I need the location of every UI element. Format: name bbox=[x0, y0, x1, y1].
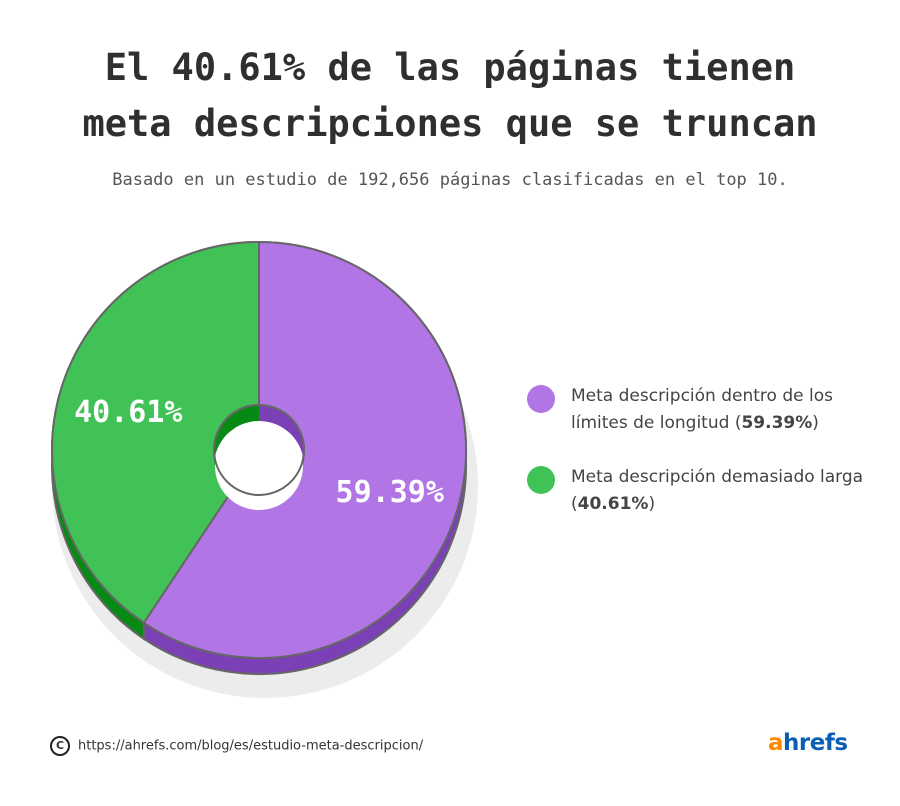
chart-title-line-1: El 40.61% de las páginas tienen bbox=[104, 46, 796, 89]
data-labels: 59.39% 40.61% bbox=[74, 395, 444, 510]
legend: Meta descripción dentro de los límites d… bbox=[527, 383, 867, 545]
donut-hole-outline bbox=[213, 404, 305, 496]
legend-swatch-within-limits bbox=[527, 385, 555, 413]
chart-title: El 40.61% de las páginas tienen meta des… bbox=[0, 40, 900, 152]
legend-value-within-limits: 59.39% bbox=[741, 413, 813, 433]
chart-title-line-2: meta descripciones que se truncan bbox=[82, 102, 818, 145]
logo-letters-hrefs: hrefs bbox=[783, 730, 848, 756]
legend-text-too-long: Meta descripción demasiado larga bbox=[571, 467, 864, 487]
data-label-too-long: 40.61% bbox=[74, 395, 182, 430]
data-label-within-limits: 59.39% bbox=[336, 475, 444, 510]
chart-subtitle: Basado en un estudio de 192,656 páginas … bbox=[112, 170, 788, 190]
donut-hole bbox=[213, 404, 305, 510]
donut-hole-opening bbox=[215, 422, 303, 510]
legend-item-too-long: Meta descripción demasiado larga (40.61%… bbox=[527, 464, 867, 518]
logo-letter-a: a bbox=[768, 730, 784, 756]
slice-too-long bbox=[51, 241, 260, 624]
legend-swatch-too-long bbox=[527, 466, 555, 494]
copyright-icon: C bbox=[50, 736, 70, 756]
source-url[interactable]: https://ahrefs.com/blog/es/estudio-meta-… bbox=[78, 738, 424, 754]
ahrefs-logo[interactable]: ahrefs bbox=[768, 730, 848, 756]
legend-value-too-long: 40.61% bbox=[577, 494, 649, 514]
legend-text-within-limits: Meta descripción dentro de los límites d… bbox=[571, 386, 833, 433]
legend-item-within-limits: Meta descripción dentro de los límites d… bbox=[527, 383, 867, 437]
